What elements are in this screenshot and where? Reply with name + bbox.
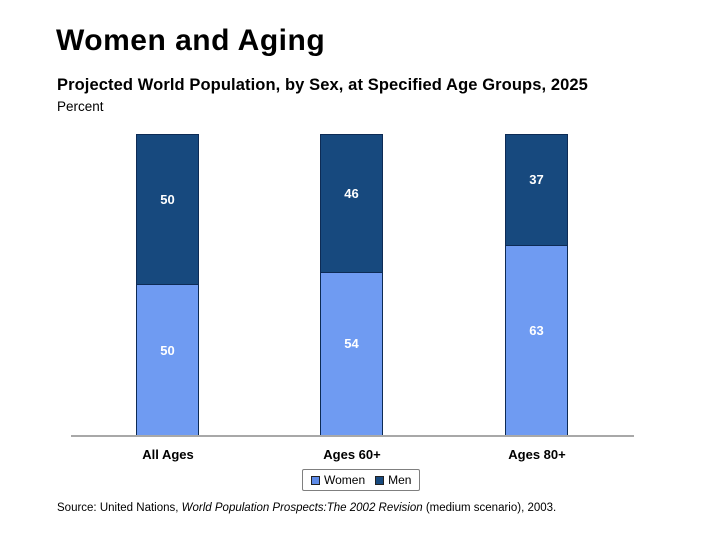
source-prefix: Source: United Nations, (57, 502, 182, 514)
value-label-women-ages-60-plus: 54 (344, 336, 359, 352)
stacked-bar-all-ages: 50 50 (136, 134, 199, 436)
source-suffix: (medium scenario), 2003. (422, 502, 557, 514)
value-label-women-all-ages: 50 (160, 342, 175, 358)
slide-title: Women and Aging (56, 24, 326, 57)
source-citation: Source: United Nations, World Population… (57, 502, 556, 514)
value-label-women-ages-80-plus: 63 (529, 322, 544, 338)
bar-segment-men-ages-80-plus: 37 (505, 134, 568, 246)
category-label-all-ages: All Ages (142, 447, 194, 462)
bar-segment-men-all-ages: 50 (136, 134, 199, 285)
legend-label-women: Women (324, 473, 366, 487)
women-series-swatch-icon (311, 475, 320, 485)
value-label-men-ages-80-plus: 37 (529, 172, 544, 188)
category-label-ages-80-plus: Ages 80+ (508, 447, 566, 462)
stacked-bar-ages-60-plus: 46 54 (320, 134, 383, 436)
stacked-bar-ages-80-plus: 37 63 (505, 134, 568, 436)
chart-title: Projected World Population, by Sex, at S… (57, 76, 588, 94)
chart-legend: Women Men (302, 469, 421, 491)
bar-segment-men-ages-60-plus: 46 (320, 134, 383, 273)
legend-item-men: Men (375, 473, 411, 487)
bar-segment-women-all-ages: 50 (136, 285, 199, 436)
value-label-men-all-ages: 50 (160, 192, 175, 207)
chart-unit-label: Percent (57, 99, 104, 114)
men-series-swatch-icon (375, 475, 385, 485)
source-publication-title: World Population Prospects:The 2002 Revi… (181, 502, 423, 514)
x-axis-baseline (71, 435, 634, 437)
bar-segment-women-ages-60-plus: 54 (320, 272, 383, 436)
category-label-ages-60-plus: Ages 60+ (323, 447, 381, 462)
legend-label-men: Men (388, 473, 412, 487)
value-label-men-ages-60-plus: 46 (344, 185, 359, 201)
bar-segment-women-ages-80-plus: 63 (505, 245, 568, 436)
legend-item-women: Women (311, 473, 365, 487)
